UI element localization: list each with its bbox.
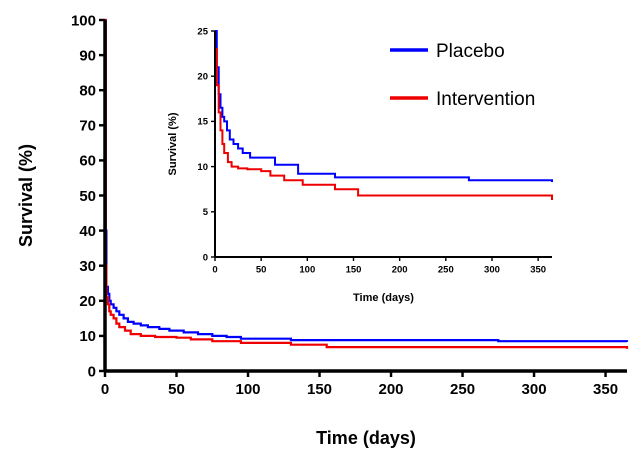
main-y-tick-label: 60 xyxy=(79,153,96,170)
inset-y-tick-label: 15 xyxy=(197,117,208,128)
main-y-axis-title: Survival (%) xyxy=(16,144,36,247)
main-y-tick-label: 30 xyxy=(79,258,96,275)
inset-x-tick-label: 300 xyxy=(484,265,500,276)
inset-y-tick-label: 5 xyxy=(203,207,209,218)
main-x-tick-label: 0 xyxy=(101,381,109,398)
inset-series-line-intervention xyxy=(215,48,553,200)
inset-x-tick-label: 100 xyxy=(299,265,315,276)
main-y-tick-label: 70 xyxy=(79,118,96,135)
main-x-tick-label: 200 xyxy=(379,381,404,398)
inset-x-tick-label: 50 xyxy=(256,265,267,276)
inset-y-axis-title: Survival (%) xyxy=(167,112,179,175)
main-y-tick-label: 50 xyxy=(79,188,96,205)
main-series-line-placebo xyxy=(104,18,629,343)
main-series-line-intervention xyxy=(104,18,629,349)
inset-x-tick-label: 200 xyxy=(392,265,408,276)
inset-legend: Placebo Intervention xyxy=(390,41,535,110)
main-x-tick-label: 150 xyxy=(307,381,332,398)
legend-label-intervention: Intervention xyxy=(436,89,535,110)
inset-x-tick-label: 250 xyxy=(438,265,454,276)
main-x-tick-label: 100 xyxy=(235,381,260,398)
main-y-tick-label: 80 xyxy=(79,82,96,99)
main-x-tick-label: 300 xyxy=(522,381,547,398)
legend-label-placebo: Placebo xyxy=(436,41,505,62)
main-y-tick-label: 40 xyxy=(79,223,96,240)
inset-x-tick-label: 150 xyxy=(346,265,362,276)
main-x-tick-label: 350 xyxy=(593,381,618,398)
main-y-tick-label: 90 xyxy=(79,47,96,64)
main-x-tick-label: 50 xyxy=(168,381,185,398)
main-y-tick-label: 100 xyxy=(71,12,96,29)
inset-series-line-placebo xyxy=(215,30,553,182)
inset-x-axis-title: Time (days) xyxy=(353,292,414,304)
inset-y-tick-label: 20 xyxy=(197,72,208,83)
inset-x-tick-label: 0 xyxy=(212,265,217,276)
main-y-tick-label: 20 xyxy=(79,293,96,310)
main-y-tick-label: 0 xyxy=(88,363,96,380)
main-x-tick-label: 250 xyxy=(450,381,475,398)
inset-y-tick-label: 25 xyxy=(197,26,208,37)
main-x-axis-title: Time (days) xyxy=(316,428,416,448)
inset-x-tick-label: 350 xyxy=(530,265,546,276)
inset-y-tick-label: 0 xyxy=(203,252,208,263)
main-y-tick-label: 10 xyxy=(79,328,96,345)
inset-y-tick-label: 10 xyxy=(197,162,208,173)
